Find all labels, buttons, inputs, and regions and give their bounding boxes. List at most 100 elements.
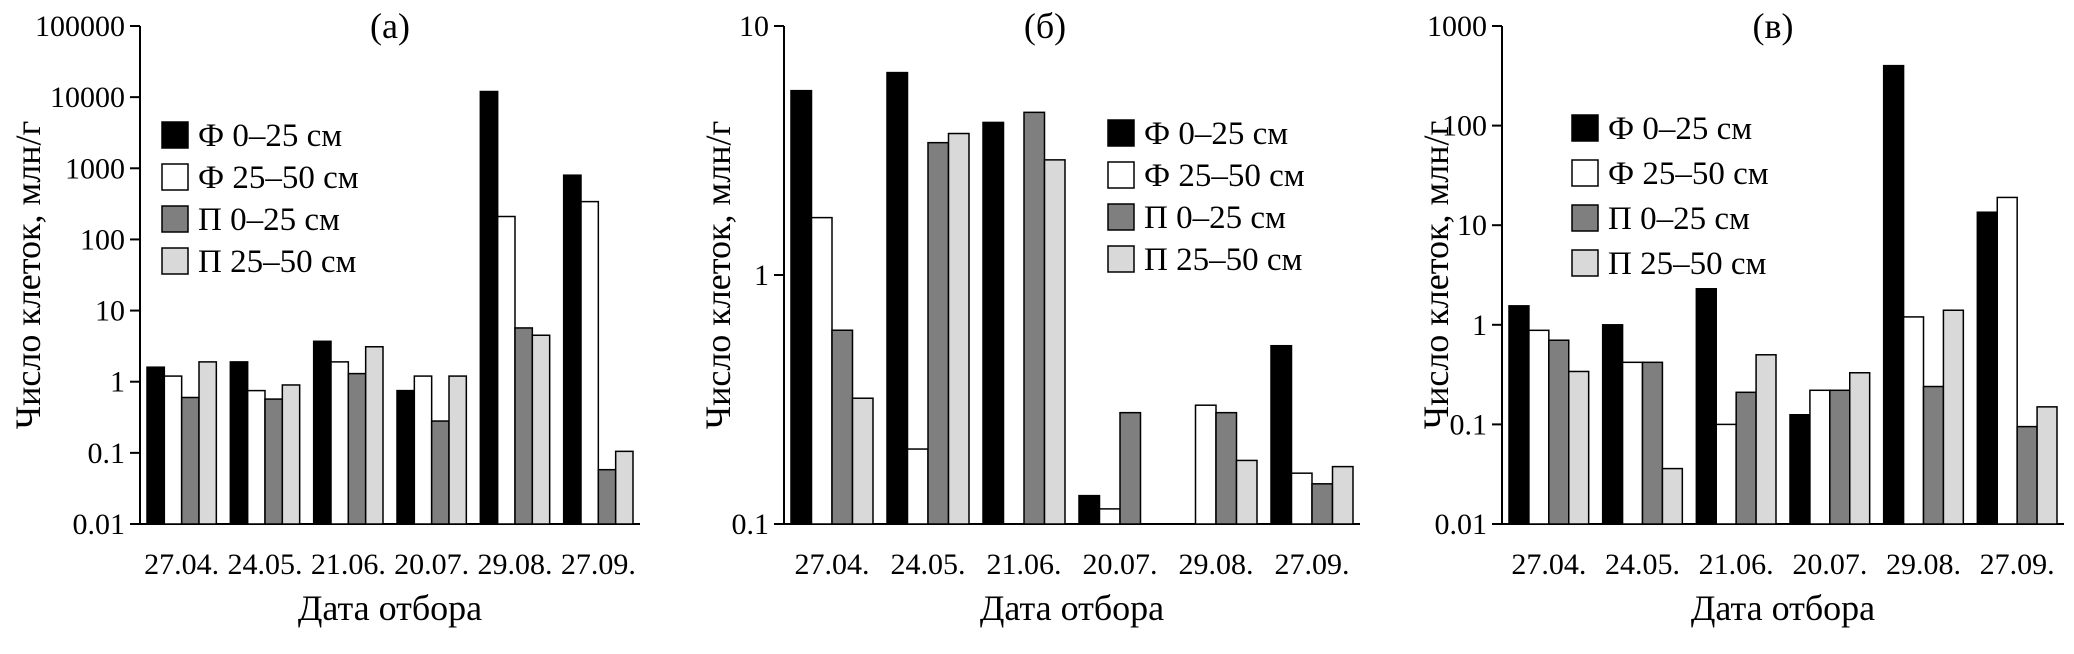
bar <box>1311 483 1334 525</box>
legend-swatch <box>1571 204 1599 232</box>
y-axis-title: Число клеток, млн/г <box>8 121 48 430</box>
bar <box>312 340 332 525</box>
y-tick-label: 10000 <box>50 81 125 114</box>
bar <box>1942 309 1965 525</box>
x-tick-label: 27.04. <box>144 548 219 581</box>
bar <box>1695 288 1718 525</box>
bar <box>1548 339 1570 525</box>
y-axis-title: Число клеток, млн/г <box>698 121 738 430</box>
x-tick-label: 21.06. <box>311 548 386 581</box>
legend-swatch <box>161 205 189 233</box>
bar <box>1508 305 1530 525</box>
bar <box>597 468 617 525</box>
bar <box>1119 411 1142 525</box>
y-tick-label: 1000 <box>65 152 125 185</box>
bar <box>1270 344 1293 525</box>
bar <box>264 398 284 525</box>
bar <box>1215 411 1238 525</box>
bar <box>1235 459 1258 525</box>
bar <box>430 420 450 525</box>
bar <box>448 375 468 525</box>
bar <box>1849 372 1871 525</box>
bar <box>1621 361 1644 525</box>
bar <box>1641 361 1664 525</box>
legend-label: П 25–50 см <box>198 244 356 280</box>
bar <box>347 372 367 525</box>
legend-label: П 0–25 см <box>198 202 340 238</box>
bar <box>1922 385 1945 525</box>
y-tick-label: 0.01 <box>73 508 126 541</box>
bar <box>1078 494 1101 525</box>
panel-label: (а) <box>370 6 410 46</box>
x-tick-label: 21.06. <box>1699 548 1774 581</box>
bar <box>1735 391 1757 525</box>
bar <box>413 375 433 525</box>
bar <box>163 375 183 525</box>
bar <box>1290 472 1313 525</box>
x-axis-title: Дата отбора <box>298 588 482 628</box>
bar <box>281 384 301 525</box>
bar <box>364 346 384 525</box>
legend-swatch <box>1571 159 1599 187</box>
y-tick-label: 0.01 <box>1435 508 1488 541</box>
bar <box>1882 64 1905 525</box>
bar <box>1528 329 1550 525</box>
y-tick-label: 100 <box>80 223 125 256</box>
y-tick-label: 0.1 <box>732 508 770 541</box>
bar <box>947 132 970 525</box>
bar <box>580 200 600 525</box>
legend-label: П 0–25 см <box>1608 201 1750 237</box>
y-tick-label: 100000 <box>35 10 125 43</box>
bar <box>531 334 551 525</box>
x-tick-label: 27.09. <box>1275 548 1350 581</box>
legend-swatch <box>1107 119 1135 147</box>
bar <box>246 389 266 525</box>
legend-swatch <box>1107 245 1135 273</box>
x-tick-label: 27.04. <box>1511 548 1586 581</box>
bar <box>982 121 1005 525</box>
x-tick-label: 21.06. <box>987 548 1062 581</box>
x-tick-label: 24.05. <box>1605 548 1680 581</box>
y-tick-label: 100 <box>1442 110 1487 143</box>
panel-label: (в) <box>1753 6 1794 46</box>
bar <box>1601 324 1624 525</box>
x-tick-label: 24.05. <box>891 548 966 581</box>
legend-swatch <box>161 121 189 149</box>
x-tick-label: 20.07. <box>1792 548 1867 581</box>
legend-swatch <box>1107 203 1135 231</box>
bar <box>229 361 249 525</box>
x-axis-title: Дата отбора <box>1691 588 1875 628</box>
legend-label: Ф 25–50 см <box>1144 158 1305 194</box>
legend-swatch <box>1571 114 1599 142</box>
bar <box>2016 425 2038 525</box>
y-axis-title: Число клеток, млн/г <box>1416 121 1456 430</box>
bar <box>810 216 833 525</box>
bar <box>1996 196 2018 525</box>
bar <box>1976 211 1999 525</box>
bar <box>906 448 929 525</box>
bar <box>330 361 350 525</box>
y-tick-label: 1000 <box>1427 10 1487 43</box>
x-tick-label: 24.05. <box>228 548 303 581</box>
bar <box>1043 159 1066 525</box>
x-tick-label: 27.09. <box>1980 548 2055 581</box>
legend-swatch <box>1107 161 1135 189</box>
bar <box>1902 316 1925 525</box>
bar <box>831 329 854 525</box>
bar <box>886 71 909 525</box>
x-tick-label: 29.08. <box>478 548 553 581</box>
legend-swatch <box>1571 249 1599 277</box>
legend-label: Ф 0–25 см <box>1144 116 1288 152</box>
legend-label: Ф 0–25 см <box>1608 111 1752 147</box>
bar <box>1194 404 1217 525</box>
y-tick-label: 10 <box>739 10 769 43</box>
x-tick-label: 27.09. <box>561 548 636 581</box>
legend-swatch <box>161 247 189 275</box>
bar <box>496 215 516 525</box>
bar <box>851 397 874 525</box>
bar <box>1568 370 1590 525</box>
y-tick-label: 10 <box>1457 209 1487 242</box>
bar <box>1023 111 1046 525</box>
bar <box>146 366 166 525</box>
